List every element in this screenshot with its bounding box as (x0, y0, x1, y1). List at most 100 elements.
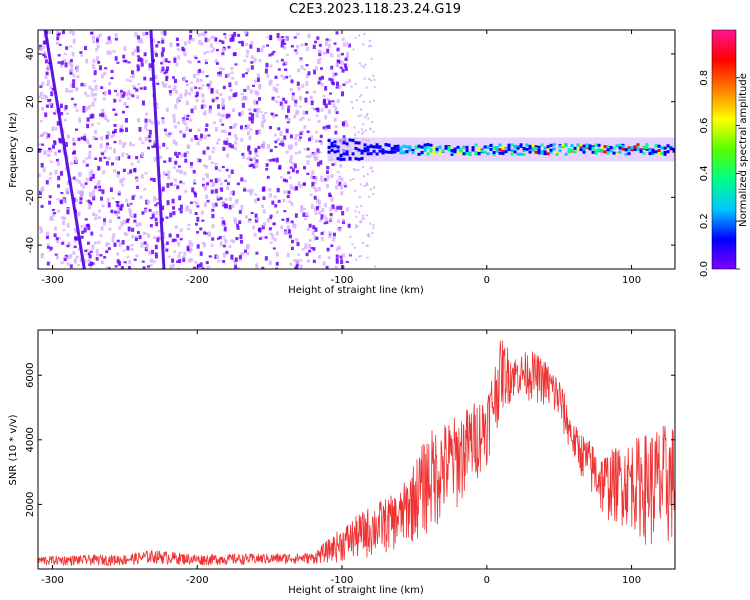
spectrogram-cell (168, 89, 172, 95)
signal-band-cell (372, 149, 376, 153)
spectrogram-cell (362, 43, 365, 46)
spectrogram-cell (248, 189, 252, 193)
spectrogram-cell (219, 93, 223, 97)
spectrogram-cell (169, 264, 173, 269)
spectrogram-cell (188, 92, 192, 96)
spectrogram-cell (193, 179, 197, 183)
spectrogram-cell (298, 138, 302, 142)
spectrogram-cell (122, 168, 126, 172)
spectrogram-cell (47, 99, 51, 102)
spectrogram-cell (277, 199, 281, 203)
spectrogram-cell (48, 195, 52, 199)
spectrogram-cell (230, 144, 234, 149)
spectrogram-cell (281, 104, 285, 110)
y-tick-label: -20 (25, 189, 36, 205)
signal-band-cell (507, 143, 511, 147)
spectrogram-cell (173, 85, 177, 91)
spectrogram-cell (214, 178, 218, 184)
signal-band-cell (528, 150, 532, 154)
signal-band-cell (555, 152, 559, 156)
spectrogram-cell (322, 94, 326, 98)
spectrogram-cell (39, 85, 43, 88)
spectrogram-cell (200, 42, 204, 46)
signal-band-cell (537, 149, 541, 153)
spectrogram-cell (279, 176, 283, 179)
spectrogram-cell (285, 221, 289, 224)
spectrogram-cell (250, 211, 254, 214)
spectrogram-cell (121, 240, 125, 245)
spectrogram-cell (196, 231, 200, 234)
spectrogram-cell (184, 92, 188, 97)
spectrogram-cell (275, 251, 279, 257)
signal-band-cell (672, 149, 675, 153)
spectrogram-cell (275, 157, 279, 163)
spectrogram-cell (64, 118, 68, 122)
spectrogram-cell (65, 112, 69, 116)
spectrogram-cell (274, 145, 278, 148)
spectrogram-cell (71, 51, 75, 57)
spectrogram-cell (184, 41, 188, 46)
spectrogram-cell (299, 264, 303, 269)
signal-band-cell (645, 143, 649, 147)
spectrogram-cell (313, 181, 317, 185)
spectrogram-cell (74, 227, 78, 233)
spectrogram-cell (183, 52, 187, 56)
spectrogram-cell (312, 247, 316, 251)
spectrogram-cell (261, 204, 265, 209)
spectrogram-cell (221, 104, 225, 110)
spectrogram-cell (155, 106, 159, 109)
spectrogram-cell (117, 191, 121, 196)
spectrogram-cell (98, 157, 102, 162)
spectrogram-cell (149, 258, 153, 263)
spectrogram-cell (94, 157, 98, 160)
spectrogram-cell (97, 180, 101, 185)
spectrogram-cell (75, 198, 79, 202)
signal-band-cell (630, 148, 634, 152)
spectrogram-cell (317, 205, 321, 209)
spectrogram-cell (258, 97, 262, 101)
spectrogram-cell (41, 45, 45, 50)
spectrogram-cell (240, 204, 244, 210)
spectrogram-cell (100, 86, 104, 90)
spectrogram-cell (317, 187, 321, 192)
spectrogram-cell (262, 140, 266, 146)
spectrogram-cell (82, 108, 86, 113)
spectrogram-cell (334, 130, 338, 135)
spectrogram-cell (271, 234, 275, 240)
spectrogram-cell (57, 175, 61, 181)
spectrogram-cell (305, 48, 309, 52)
signal-band-cell (639, 149, 643, 153)
spectrogram-cell (94, 129, 98, 135)
spectrogram-cell (79, 183, 83, 187)
spectrogram-cell (82, 159, 86, 164)
spectrogram-cell (285, 53, 289, 57)
spectrogram-cell (76, 65, 80, 70)
spectrogram-cell (197, 128, 201, 132)
spectrogram-cell (298, 150, 302, 154)
spectrogram-cell (174, 225, 178, 229)
spectrogram-cell (326, 98, 330, 101)
spectrogram-cell (194, 222, 198, 226)
signal-band-cell (528, 146, 532, 150)
spectrogram-cell (79, 51, 83, 54)
signal-band-cell (336, 149, 340, 153)
signal-band-cell (381, 150, 385, 154)
spectrogram-cell (168, 85, 172, 89)
spectrogram-cell (115, 92, 119, 97)
spectrogram-cell (228, 132, 232, 136)
spectrogram-cell (69, 177, 73, 180)
spectrogram-cell (223, 203, 227, 209)
spectrogram-cell (322, 126, 326, 130)
spectrogram-cell (190, 137, 194, 142)
spectrogram-cell (130, 247, 134, 251)
spectrogram-cell (159, 189, 163, 195)
spectrogram-cell (155, 211, 159, 215)
spectrogram-cell (260, 47, 264, 52)
signal-band-cell (444, 145, 448, 149)
spectrogram-cell (110, 69, 114, 73)
spectrogram-cell (83, 138, 87, 142)
spectrogram-cell (251, 84, 255, 87)
spectrogram-cell (123, 261, 127, 264)
spectrogram-cell (73, 197, 77, 203)
spectrogram-cell (352, 178, 355, 181)
